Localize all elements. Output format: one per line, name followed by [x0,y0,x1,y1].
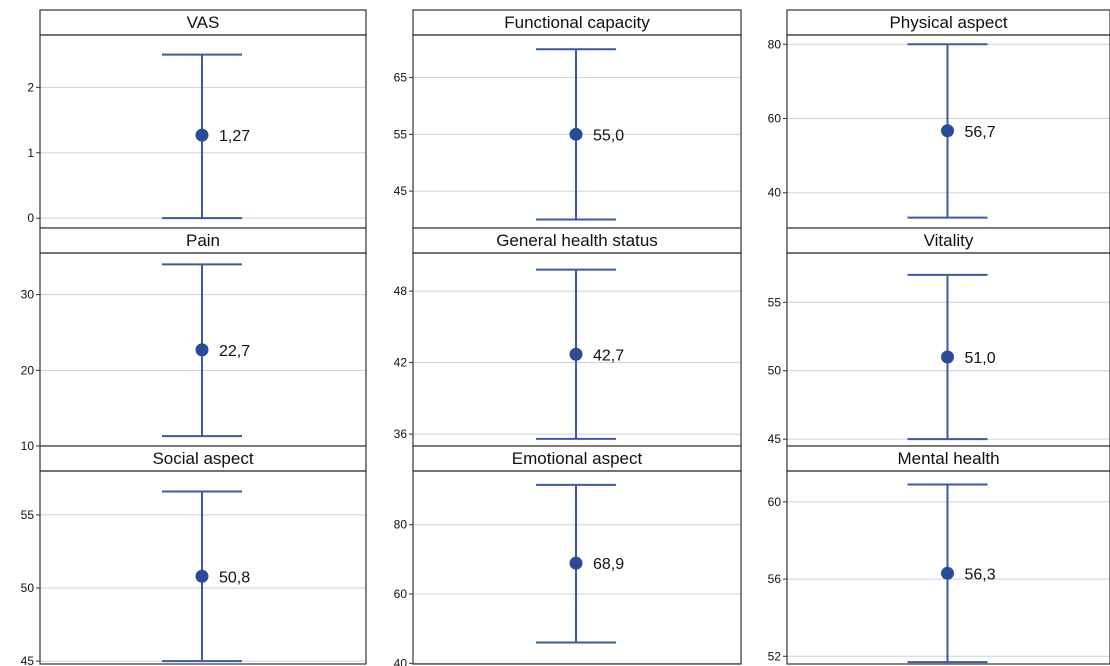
mean-data-label: 51,0 [965,350,996,367]
plot-frame [412,470,742,665]
y-tick-label: 55 [768,295,782,309]
mean-data-label: 1,27 [219,128,250,145]
panel-title: Vitality [924,231,974,250]
panel-title: Mental health [897,449,999,468]
y-tick-label: 60 [768,495,782,509]
panel-6: 45 50 55 Social aspect 50,8 [21,445,367,666]
mean-marker [941,350,954,364]
panel-title: Functional capacity [504,13,650,32]
y-tick-label: 40 [768,186,782,200]
panel-0: 0 1 2 VAS 1,27 [27,9,367,229]
mean-data-label: 22,7 [219,343,250,360]
y-tick-label: 50 [21,581,35,595]
panel-4: 36 42 48 General health status 42,7 [394,227,742,447]
y-tick-label: 20 [21,363,35,377]
y-tick-label: 48 [394,284,408,298]
mean-marker [941,124,954,138]
y-tick-label: 40 [394,656,408,666]
y-tick-label: 80 [768,37,782,51]
y-tick-label: 1 [27,146,34,160]
mean-data-label: 56,7 [965,124,996,141]
y-tick-label: 45 [21,654,35,666]
mean-data-label: 55,0 [593,127,624,144]
y-tick-label: 30 [21,288,35,302]
panel-title: General health status [496,231,658,250]
panel-8: 52 56 60 Mental health 56,3 [768,445,1110,665]
mean-data-label: 42,7 [593,347,624,364]
panel-1: 45 55 65 Functional capacity 55,0 [394,9,742,229]
y-tick-label: 45 [394,184,408,198]
panel-5: 45 50 55 Vitality 51,0 [768,227,1110,447]
mean-data-label: 68,9 [593,556,624,573]
panel-title: Emotional aspect [512,449,643,468]
mean-marker [569,347,583,361]
mean-marker [195,569,209,583]
y-tick-label: 42 [394,356,408,370]
mean-marker [569,556,583,570]
y-tick-label: 2 [27,80,34,94]
panel-title: Physical aspect [889,13,1007,32]
mean-marker [569,127,583,141]
mean-marker [195,343,209,357]
panel-title-strip [39,445,367,472]
y-tick-label: 52 [768,649,782,663]
y-tick-label: 60 [394,587,408,601]
y-tick-label: 0 [27,211,34,225]
y-tick-label: 45 [768,432,782,446]
y-tick-label: 36 [394,427,408,441]
y-tick-label: 55 [21,508,35,522]
mean-data-label: 50,8 [219,569,250,586]
y-tick-label: 65 [394,71,408,85]
mean-marker [941,566,954,580]
panel-3: 10 20 30 Pain 22,7 [21,227,367,453]
panel-title-strip [786,9,1110,36]
plot-frame [786,470,1110,665]
panel-title: Pain [186,231,220,250]
mean-marker [195,128,209,142]
panel-7: 40 60 80 Emotional aspect 68,9 [394,445,742,666]
y-tick-label: 10 [21,439,35,453]
y-tick-label: 60 [768,112,782,126]
panel-title-strip [786,227,1110,254]
y-tick-label: 55 [394,127,408,141]
panel-title: Social aspect [152,449,253,468]
panel-2: 40 60 80 Physical aspect 56,7 [768,9,1110,229]
panel-title: VAS [187,13,220,32]
mean-data-label: 56,3 [965,566,996,583]
y-tick-label: 56 [768,572,782,586]
y-tick-label: 50 [768,364,782,378]
panel-title-strip [412,445,742,472]
y-tick-label: 80 [394,518,408,532]
plot-frame [39,470,367,665]
